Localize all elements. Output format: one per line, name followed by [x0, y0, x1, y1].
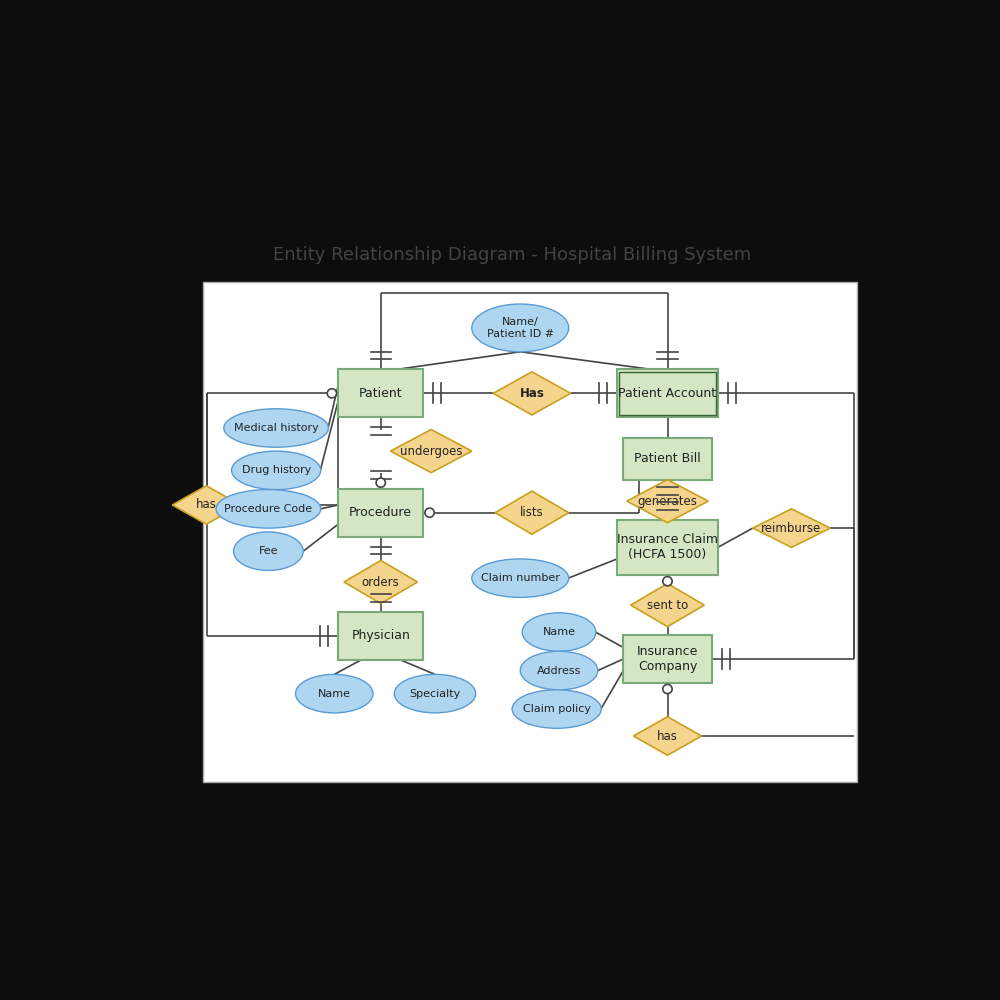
Ellipse shape: [512, 690, 601, 728]
Text: generates: generates: [638, 495, 697, 508]
Text: has: has: [196, 498, 217, 512]
Text: Physician: Physician: [351, 629, 410, 642]
Ellipse shape: [472, 559, 569, 597]
Bar: [617, 520, 718, 575]
Bar: [623, 635, 712, 683]
Circle shape: [663, 684, 672, 694]
Bar: [617, 369, 718, 417]
Text: Fee: Fee: [259, 546, 278, 556]
Text: Name: Name: [542, 627, 576, 637]
Polygon shape: [753, 509, 830, 547]
Polygon shape: [627, 480, 708, 523]
Text: sent to: sent to: [647, 599, 688, 612]
Text: undergoes: undergoes: [400, 445, 462, 458]
Text: Address: Address: [537, 666, 581, 676]
Bar: [202, 282, 857, 782]
Circle shape: [327, 389, 337, 398]
Text: Claim number: Claim number: [481, 573, 560, 583]
Polygon shape: [172, 486, 240, 524]
Text: reimburse: reimburse: [761, 522, 822, 535]
Circle shape: [425, 508, 434, 517]
Ellipse shape: [234, 532, 303, 570]
Text: Medical history: Medical history: [234, 423, 318, 433]
Text: Patient Bill: Patient Bill: [634, 452, 701, 465]
Text: Insurance
Company: Insurance Company: [637, 645, 698, 673]
Text: Specialty: Specialty: [409, 689, 461, 699]
Text: has: has: [657, 730, 678, 742]
Text: Drug history: Drug history: [242, 465, 311, 475]
Ellipse shape: [232, 451, 321, 490]
Text: lists: lists: [520, 506, 544, 519]
Polygon shape: [495, 491, 569, 534]
Polygon shape: [493, 372, 571, 415]
Ellipse shape: [522, 613, 596, 651]
Text: Has: Has: [519, 387, 544, 400]
Ellipse shape: [520, 651, 598, 690]
Text: orders: orders: [362, 576, 400, 588]
Bar: [623, 438, 712, 480]
Text: Insurance Claim
(HCFA 1500): Insurance Claim (HCFA 1500): [617, 533, 718, 561]
Bar: [338, 612, 423, 660]
Bar: [619, 372, 716, 415]
Text: Claim policy: Claim policy: [523, 704, 591, 714]
Text: Patient Account: Patient Account: [618, 387, 717, 400]
Circle shape: [663, 577, 672, 586]
Circle shape: [376, 478, 385, 487]
Polygon shape: [633, 717, 702, 755]
Text: Patient: Patient: [359, 387, 403, 400]
Ellipse shape: [296, 674, 373, 713]
Text: Procedure Code: Procedure Code: [224, 504, 312, 514]
Ellipse shape: [394, 674, 476, 713]
Text: Entity Relationship Diagram - Hospital Billing System: Entity Relationship Diagram - Hospital B…: [273, 246, 752, 264]
Polygon shape: [390, 430, 472, 473]
Text: Procedure: Procedure: [349, 506, 412, 519]
Ellipse shape: [216, 490, 321, 528]
Text: Name/
Patient ID #: Name/ Patient ID #: [487, 317, 554, 339]
Bar: [338, 489, 423, 537]
Polygon shape: [631, 584, 704, 627]
Ellipse shape: [224, 409, 328, 447]
Bar: [338, 369, 423, 417]
Polygon shape: [344, 560, 418, 604]
Text: Name: Name: [318, 689, 351, 699]
Ellipse shape: [472, 304, 569, 352]
